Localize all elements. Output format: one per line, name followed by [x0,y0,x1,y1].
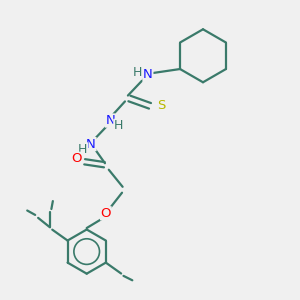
Text: N: N [105,114,115,127]
Text: H: H [114,119,123,132]
Text: H: H [78,143,88,156]
Text: S: S [157,99,165,112]
Text: H: H [133,66,142,79]
Text: O: O [100,207,111,220]
Text: N: N [86,138,96,151]
Text: O: O [71,152,82,165]
Text: N: N [143,68,153,81]
